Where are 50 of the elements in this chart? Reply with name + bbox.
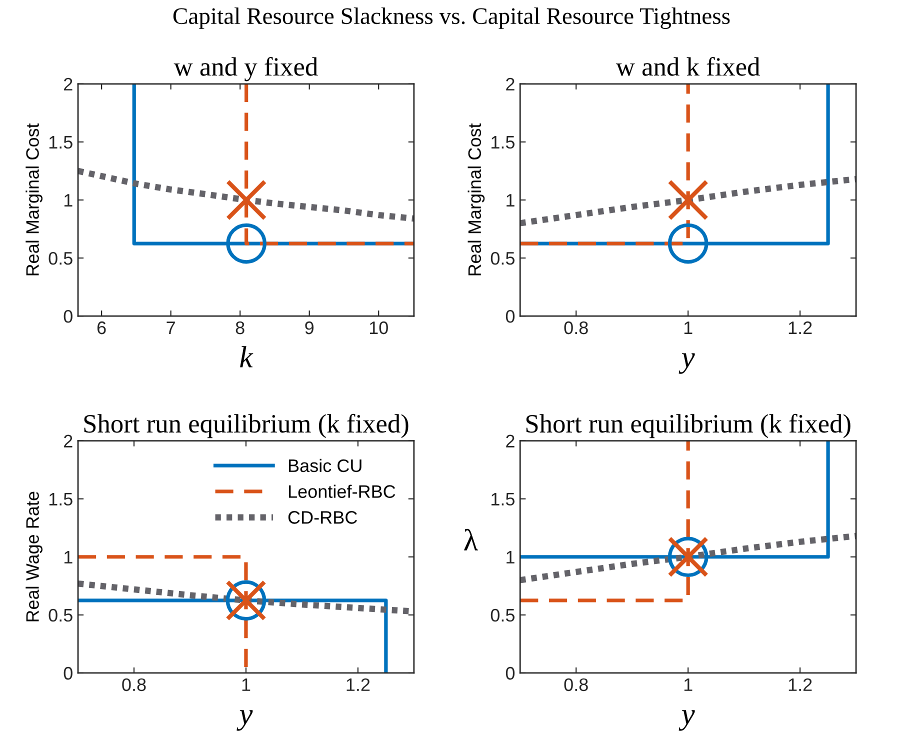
- y-tick-label: 0: [64, 310, 72, 323]
- chart-subtitle: w and y fixed: [174, 56, 318, 82]
- y-tick-label: 1.5: [49, 492, 72, 506]
- x-tick-label: 1.2: [788, 678, 812, 691]
- y-tick-label: 1.5: [492, 492, 515, 506]
- x-tick-label: 8: [236, 321, 244, 334]
- y-tick-label: 0: [64, 666, 72, 680]
- chart-title: Short run equilibrium (k fixed): [526, 414, 850, 438]
- x-tick-label: 1: [684, 322, 692, 334]
- y-axis-title: Real Marginal Cost: [468, 123, 485, 276]
- x-tick-label: 0.8: [122, 678, 146, 692]
- y-tick-label: 0.5: [490, 608, 515, 622]
- x-tick-label: 0.8: [564, 678, 588, 692]
- x-tick-label: 1.2: [788, 321, 812, 334]
- y-tick-label: 0.5: [48, 608, 72, 622]
- legend-label: Leontief-RBC: [288, 484, 396, 498]
- x-tick-label: 7: [166, 322, 175, 334]
- y-tick-label: 0.5: [490, 252, 515, 265]
- y-tick-label: 2: [64, 78, 72, 90]
- y-tick-label: 1.5: [492, 136, 515, 149]
- legend-label: CD-RBC: [288, 511, 358, 524]
- y-tick-label: 2: [506, 78, 514, 90]
- y-axis-title: Real Marginal Cost: [26, 123, 43, 276]
- x-axis-title: y: [678, 710, 695, 731]
- x-tick-label: 1: [684, 678, 692, 691]
- chart-title: w and k fixed: [616, 56, 760, 76]
- y-tick-label: 1: [64, 551, 72, 564]
- y-tick-label: 1: [506, 551, 514, 564]
- x-tick-label: 1: [242, 678, 250, 691]
- y-tick-label: 1.5: [49, 136, 72, 149]
- y-axis-title: Real Wage Rate: [26, 492, 43, 622]
- x-axis-title: k: [240, 346, 254, 368]
- y-tick-label: 0: [506, 310, 515, 323]
- x-axis-title: y: [678, 353, 695, 374]
- y-tick-label: 2: [64, 434, 72, 448]
- y-axis-title: λ: [464, 528, 478, 550]
- y-tick-label: 0.5: [48, 252, 72, 265]
- x-tick-label: 9: [305, 321, 314, 334]
- y-tick-label: 0: [506, 666, 515, 680]
- x-axis-title: y: [236, 710, 253, 731]
- x-tick-label: 0.8: [564, 321, 588, 334]
- chart-title: Short run equilibrium (k fixed): [84, 414, 408, 438]
- y-tick-label: 1: [64, 194, 72, 207]
- x-tick-label: 1.2: [346, 678, 370, 691]
- legend-label: Basic CU: [288, 458, 362, 472]
- x-tick-label: 10: [370, 321, 388, 334]
- chart-title: Capital Resource Slackness vs. Capital Resource Tightness: [173, 7, 730, 29]
- x-tick-label: 6: [97, 321, 106, 334]
- y-tick-label: 2: [506, 434, 514, 448]
- y-tick-label: 1: [506, 194, 514, 207]
